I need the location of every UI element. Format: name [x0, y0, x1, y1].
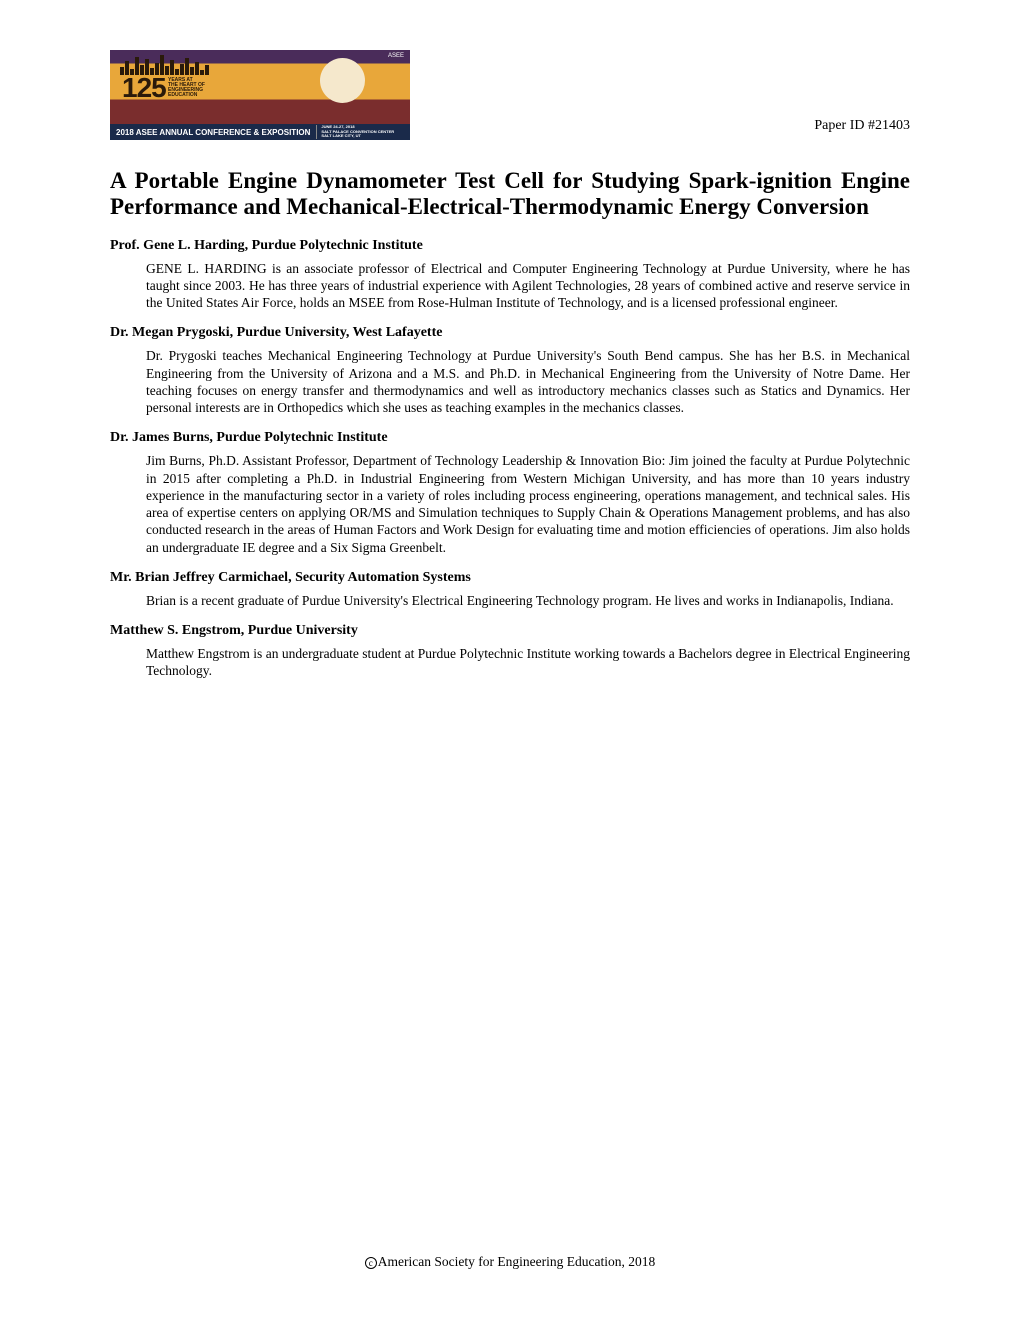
banner-years: 125 — [122, 72, 166, 104]
conference-name: 2018 ASEE ANNUAL CONFERENCE & EXPOSITION — [116, 128, 310, 137]
banner-years-text: YEARS AT THE HEART OF ENGINEERING EDUCAT… — [168, 78, 205, 98]
copyright-icon: c — [365, 1257, 377, 1269]
conference-banner: 125 YEARS AT THE HEART OF ENGINEERING ED… — [110, 50, 410, 140]
author-block: Dr. James Burns, Purdue Polytechnic Inst… — [110, 430, 910, 556]
author-name: Prof. Gene L. Harding, Purdue Polytechni… — [110, 238, 910, 254]
sun-graphic — [320, 58, 365, 103]
author-bio: Brian is a recent graduate of Purdue Uni… — [146, 592, 910, 609]
author-name: Dr. Megan Prygoski, Purdue University, W… — [110, 325, 910, 341]
conference-date-venue: JUNE 24-27, 2018 SALT PALACE CONVENTION … — [316, 125, 394, 138]
author-name: Matthew S. Engstrom, Purdue University — [110, 623, 910, 639]
author-name: Mr. Brian Jeffrey Carmichael, Security A… — [110, 570, 910, 586]
copyright-footer: cAmerican Society for Engineering Educat… — [0, 1254, 1020, 1270]
author-block: Dr. Megan Prygoski, Purdue University, W… — [110, 325, 910, 416]
author-bio: Jim Burns, Ph.D. Assistant Professor, De… — [146, 452, 910, 556]
author-bio: Dr. Prygoski teaches Mechanical Engineer… — [146, 347, 910, 416]
author-bio: GENE L. HARDING is an associate professo… — [146, 260, 910, 312]
author-block: Prof. Gene L. Harding, Purdue Polytechni… — [110, 238, 910, 312]
author-block: Mr. Brian Jeffrey Carmichael, Security A… — [110, 570, 910, 609]
paper-id: Paper ID #21403 — [814, 118, 910, 134]
author-bio: Matthew Engstrom is an undergraduate stu… — [146, 645, 910, 680]
author-name: Dr. James Burns, Purdue Polytechnic Inst… — [110, 430, 910, 446]
banner-bottom-strip: 2018 ASEE ANNUAL CONFERENCE & EXPOSITION… — [110, 124, 410, 140]
footer-text: American Society for Engineering Educati… — [378, 1254, 655, 1269]
paper-title: A Portable Engine Dynamometer Test Cell … — [110, 168, 910, 220]
asee-logo-text: ASEE — [388, 53, 404, 59]
author-block: Matthew S. Engstrom, Purdue University M… — [110, 623, 910, 680]
